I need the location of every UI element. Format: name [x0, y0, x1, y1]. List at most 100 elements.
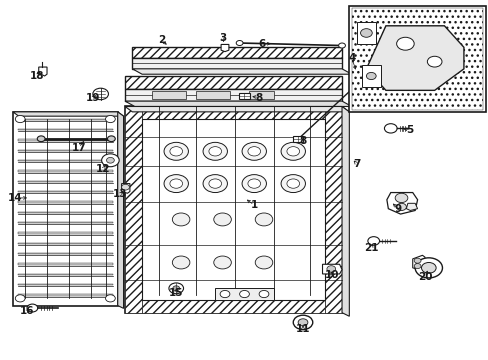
Circle shape — [255, 256, 272, 269]
Polygon shape — [18, 294, 113, 296]
Circle shape — [15, 295, 25, 302]
Polygon shape — [18, 201, 113, 203]
Polygon shape — [18, 129, 113, 130]
Text: 6: 6 — [257, 39, 264, 49]
Text: 2: 2 — [158, 35, 165, 45]
Polygon shape — [13, 112, 118, 306]
Circle shape — [15, 116, 25, 123]
Circle shape — [239, 291, 249, 298]
Polygon shape — [18, 119, 113, 120]
Circle shape — [105, 295, 115, 302]
Circle shape — [414, 258, 442, 278]
Polygon shape — [125, 107, 348, 112]
Polygon shape — [18, 139, 113, 141]
Polygon shape — [356, 22, 375, 44]
Polygon shape — [215, 288, 273, 300]
Text: 14: 14 — [8, 193, 22, 203]
Circle shape — [413, 264, 420, 269]
Polygon shape — [125, 107, 142, 313]
Text: 12: 12 — [96, 164, 110, 174]
Circle shape — [163, 142, 188, 160]
Circle shape — [242, 175, 266, 193]
Bar — [348, 6, 485, 112]
Polygon shape — [39, 67, 47, 76]
Polygon shape — [221, 44, 228, 51]
Text: 19: 19 — [86, 93, 101, 103]
Circle shape — [396, 37, 413, 50]
Polygon shape — [18, 160, 113, 161]
Polygon shape — [13, 112, 123, 116]
Polygon shape — [406, 203, 417, 211]
Polygon shape — [18, 212, 113, 213]
Polygon shape — [18, 232, 113, 234]
Circle shape — [413, 258, 420, 263]
Text: 18: 18 — [30, 71, 44, 81]
Text: 8: 8 — [299, 136, 306, 145]
Polygon shape — [132, 69, 351, 74]
Circle shape — [255, 213, 272, 226]
Text: 3: 3 — [219, 33, 226, 43]
Bar — [292, 136, 303, 142]
Bar — [249, 91, 273, 99]
Text: 15: 15 — [169, 288, 183, 298]
Circle shape — [172, 213, 189, 226]
Circle shape — [338, 43, 345, 48]
Circle shape — [105, 116, 115, 123]
Polygon shape — [18, 181, 113, 182]
Circle shape — [169, 179, 182, 188]
Polygon shape — [125, 101, 351, 107]
Bar — [152, 91, 185, 99]
Polygon shape — [125, 76, 341, 89]
Polygon shape — [118, 112, 123, 309]
Circle shape — [394, 193, 407, 203]
Circle shape — [281, 175, 305, 193]
Circle shape — [366, 72, 375, 80]
Text: 17: 17 — [71, 143, 86, 153]
Circle shape — [208, 179, 221, 188]
Circle shape — [236, 41, 243, 45]
Polygon shape — [125, 107, 341, 313]
Circle shape — [93, 88, 108, 100]
Polygon shape — [412, 255, 425, 270]
Circle shape — [203, 175, 227, 193]
Polygon shape — [142, 119, 325, 300]
Circle shape — [37, 136, 45, 141]
Text: 7: 7 — [352, 159, 360, 169]
Polygon shape — [325, 107, 341, 313]
Polygon shape — [18, 264, 113, 265]
Polygon shape — [18, 191, 113, 193]
Text: 4: 4 — [347, 53, 355, 63]
Polygon shape — [361, 65, 380, 87]
Circle shape — [367, 237, 379, 245]
Circle shape — [169, 147, 182, 156]
Bar — [239, 93, 249, 99]
Circle shape — [107, 136, 115, 141]
Circle shape — [122, 184, 129, 190]
Text: 11: 11 — [295, 324, 309, 334]
Polygon shape — [351, 8, 483, 110]
Circle shape — [213, 213, 231, 226]
Circle shape — [213, 256, 231, 269]
Circle shape — [247, 179, 260, 188]
Circle shape — [427, 56, 441, 67]
Circle shape — [259, 291, 268, 298]
Polygon shape — [18, 274, 113, 275]
Circle shape — [421, 262, 435, 273]
Polygon shape — [366, 26, 463, 90]
Text: 13: 13 — [113, 189, 127, 199]
Circle shape — [168, 283, 183, 294]
Bar — [195, 91, 229, 99]
Circle shape — [298, 319, 307, 326]
Circle shape — [396, 203, 406, 211]
Polygon shape — [122, 184, 130, 193]
Circle shape — [220, 291, 229, 298]
Circle shape — [247, 147, 260, 156]
Text: 9: 9 — [394, 204, 401, 214]
Circle shape — [102, 154, 119, 167]
Polygon shape — [18, 222, 113, 224]
Polygon shape — [132, 58, 341, 69]
Polygon shape — [386, 193, 417, 214]
Circle shape — [286, 179, 299, 188]
Circle shape — [172, 286, 179, 291]
Polygon shape — [142, 300, 325, 313]
